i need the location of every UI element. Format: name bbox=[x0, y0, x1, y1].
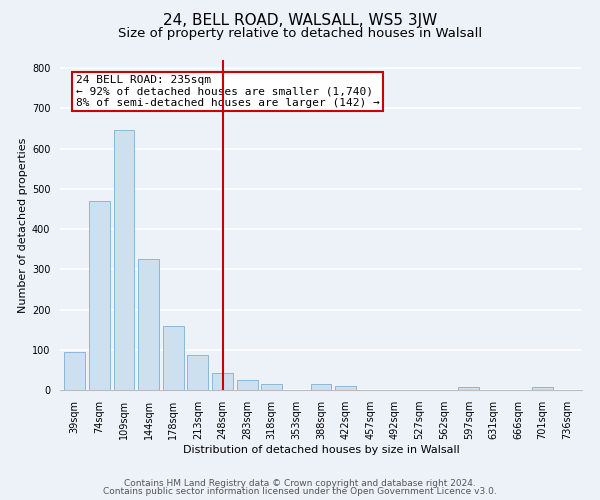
Bar bbox=[532, 387, 553, 390]
Bar bbox=[236, 380, 257, 390]
Bar bbox=[113, 130, 134, 390]
Bar bbox=[64, 352, 85, 390]
X-axis label: Distribution of detached houses by size in Walsall: Distribution of detached houses by size … bbox=[182, 445, 460, 455]
Bar bbox=[163, 326, 184, 390]
Bar bbox=[212, 373, 233, 390]
Bar bbox=[311, 384, 331, 390]
Text: 24, BELL ROAD, WALSALL, WS5 3JW: 24, BELL ROAD, WALSALL, WS5 3JW bbox=[163, 12, 437, 28]
Y-axis label: Number of detached properties: Number of detached properties bbox=[17, 138, 28, 312]
Bar bbox=[458, 387, 479, 390]
Bar bbox=[335, 386, 356, 390]
Bar bbox=[261, 384, 282, 390]
Text: Size of property relative to detached houses in Walsall: Size of property relative to detached ho… bbox=[118, 28, 482, 40]
Text: 24 BELL ROAD: 235sqm
← 92% of detached houses are smaller (1,740)
8% of semi-det: 24 BELL ROAD: 235sqm ← 92% of detached h… bbox=[76, 75, 379, 108]
Bar bbox=[138, 259, 159, 390]
Bar bbox=[89, 201, 110, 390]
Text: Contains HM Land Registry data © Crown copyright and database right 2024.: Contains HM Land Registry data © Crown c… bbox=[124, 478, 476, 488]
Text: Contains public sector information licensed under the Open Government Licence v3: Contains public sector information licen… bbox=[103, 487, 497, 496]
Bar bbox=[187, 354, 208, 390]
